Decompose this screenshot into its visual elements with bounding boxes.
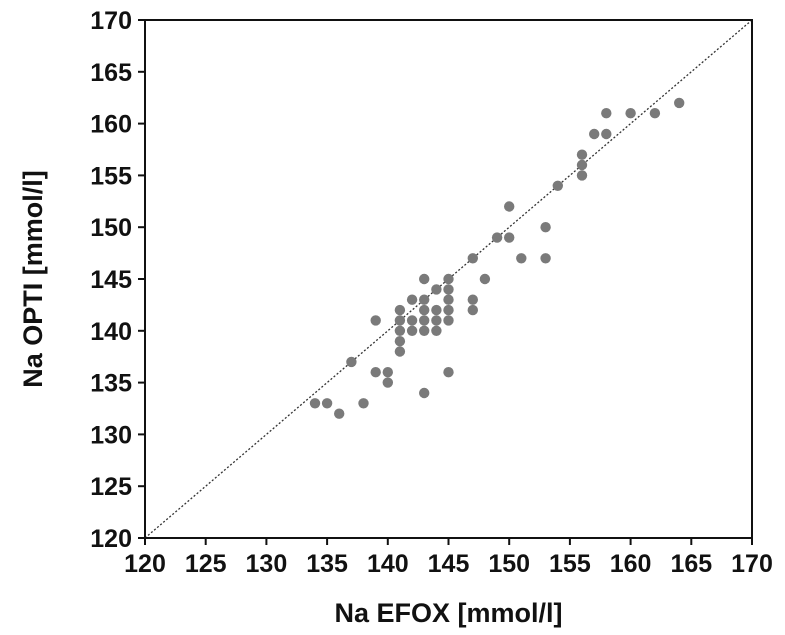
y-tick-label: 160 — [90, 111, 132, 139]
x-tick-label: 135 — [306, 550, 348, 578]
x-tick-label: 155 — [549, 550, 591, 578]
y-tick-label: 155 — [90, 162, 132, 190]
x-tick-label: 140 — [367, 550, 409, 578]
identity-reference-line — [144, 19, 753, 539]
data-point — [370, 315, 381, 326]
data-point — [576, 149, 588, 160]
y-tick-label: 145 — [90, 266, 132, 294]
data-point — [321, 398, 333, 409]
y-tick-label: 120 — [90, 525, 132, 553]
data-point — [589, 128, 600, 140]
data-point — [394, 336, 406, 347]
data-point — [443, 304, 454, 316]
data-point — [540, 222, 551, 233]
y-tick-label: 130 — [90, 421, 132, 449]
x-tick-label: 170 — [731, 550, 773, 578]
y-tick-label: 170 — [90, 7, 132, 35]
data-point — [382, 377, 393, 388]
x-tick-label: 160 — [610, 550, 652, 578]
data-point — [358, 398, 369, 409]
data-point — [674, 97, 685, 109]
data-point — [394, 315, 406, 326]
data-point — [479, 273, 491, 285]
data-point — [625, 108, 636, 119]
y-tick-label: 150 — [90, 214, 132, 242]
data-point — [419, 294, 430, 305]
data-point — [419, 304, 430, 316]
data-point — [370, 367, 381, 378]
y-tick-label: 125 — [90, 473, 132, 501]
data-point — [443, 367, 454, 378]
data-point — [406, 325, 418, 336]
data-point — [576, 170, 588, 181]
data-point — [491, 232, 503, 243]
x-axis-label: Na EFOX [mmol/l] — [334, 598, 562, 628]
x-tick-label: 145 — [428, 550, 470, 578]
data-point — [309, 398, 321, 409]
data-point — [419, 325, 430, 336]
data-point — [419, 315, 430, 326]
data-point — [406, 294, 418, 305]
data-point — [431, 284, 442, 295]
y-tick-label: 165 — [90, 59, 132, 87]
data-point — [431, 304, 442, 316]
data-point — [552, 180, 563, 191]
data-point — [467, 253, 478, 264]
x-tick-label: 120 — [124, 550, 166, 578]
data-point — [382, 367, 393, 378]
data-point — [467, 294, 478, 305]
data-point — [601, 128, 612, 140]
reference-line-layer — [144, 19, 753, 539]
data-point — [346, 356, 357, 368]
data-point — [431, 325, 442, 336]
data-point — [419, 273, 430, 285]
data-point — [649, 108, 661, 119]
data-point — [601, 108, 612, 119]
data-point — [406, 315, 418, 326]
data-point — [394, 346, 406, 357]
x-tick-label: 165 — [670, 550, 712, 578]
data-point — [504, 201, 515, 212]
x-axis-ticks: 120 125 130 135 140 145 150 155 160 165 170 — [124, 538, 773, 578]
data-point — [504, 232, 515, 243]
x-tick-label: 125 — [185, 550, 227, 578]
data-point — [334, 408, 345, 419]
data-point — [443, 273, 454, 285]
data-point — [394, 304, 406, 316]
x-tick-label: 150 — [488, 550, 530, 578]
data-point — [443, 294, 454, 305]
data-point — [540, 253, 551, 264]
data-point — [467, 304, 478, 316]
data-point — [394, 325, 406, 336]
x-tick-label: 130 — [246, 550, 288, 578]
y-tick-label: 140 — [90, 318, 132, 346]
data-point — [419, 387, 430, 399]
data-points-layer — [309, 97, 685, 419]
data-point — [443, 315, 454, 326]
y-axis-ticks: 120 125 130 135 140 145 150 155 160 165 170 — [90, 7, 145, 553]
data-point — [443, 284, 454, 295]
data-point — [431, 315, 442, 326]
data-point — [516, 253, 527, 264]
y-axis-label: Na OPTI [mmol/l] — [18, 170, 48, 388]
y-tick-label: 135 — [90, 370, 132, 398]
data-point — [576, 159, 588, 171]
